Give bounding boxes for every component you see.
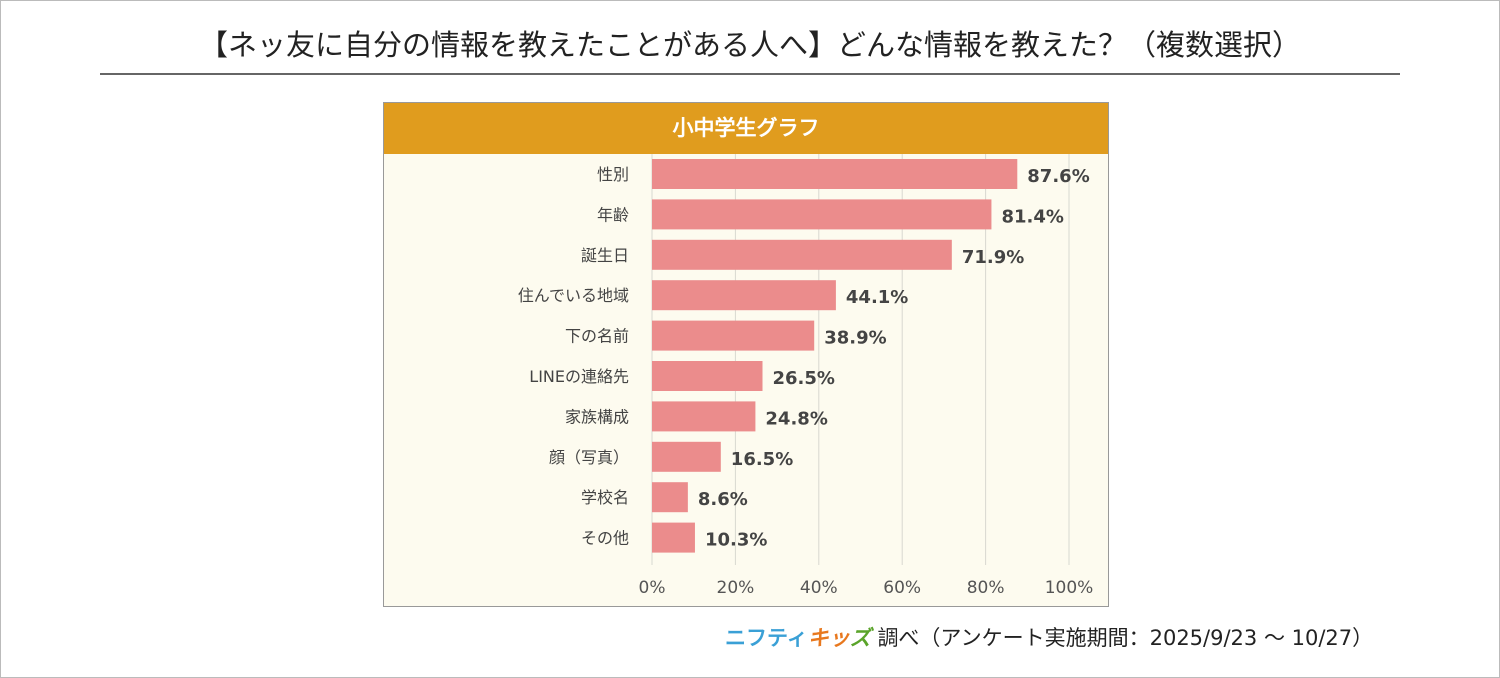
category-label: 年齢 bbox=[597, 205, 629, 224]
bar bbox=[652, 199, 992, 230]
data-label: 8.6% bbox=[698, 489, 748, 510]
survey-note: 調べ（アンケート実施期間：2025/9/23 ～ 10/27） bbox=[877, 626, 1374, 650]
bar bbox=[652, 280, 836, 311]
bar bbox=[652, 159, 1018, 189]
data-label: 16.5% bbox=[731, 449, 793, 470]
chart: 小中学生グラフ 0% 20% 40% 60% 80% 100% 性別 87.6% 年齢 81.4%… bbox=[383, 102, 1109, 607]
category-label: LINEの連絡先 bbox=[529, 367, 629, 386]
x-tick-label: 80% bbox=[967, 578, 1005, 598]
plot-area: 0% 20% 40% 60% 80% 100% 性別 87.6% 年齢 81.4% 誕生日 71.9%… bbox=[518, 154, 1094, 598]
category-label: その他 bbox=[581, 529, 629, 548]
data-label: 38.9% bbox=[824, 328, 886, 349]
data-label: 87.6% bbox=[1027, 166, 1089, 187]
x-tick-label: 20% bbox=[717, 578, 755, 598]
chart-title: 小中学生グラフ bbox=[384, 103, 1108, 154]
data-label: 44.1% bbox=[846, 287, 908, 308]
bar bbox=[652, 401, 756, 432]
data-label: 81.4% bbox=[1001, 206, 1063, 227]
category-label: 家族構成 bbox=[565, 407, 629, 426]
category-label: 住んでいる地域 bbox=[518, 286, 629, 305]
data-label: 26.5% bbox=[773, 368, 835, 389]
title-divider bbox=[100, 73, 1400, 75]
data-label: 71.9% bbox=[962, 247, 1024, 268]
bar bbox=[652, 239, 952, 270]
category-label: 下の名前 bbox=[565, 327, 629, 346]
category-label: 学校名 bbox=[581, 488, 629, 507]
page-title: 【ネッ友に自分の情報を教えたことがある人へ】どんな情報を教えた？（複数選択） bbox=[198, 28, 1301, 62]
data-label: 24.8% bbox=[765, 408, 827, 429]
data-label: 10.3% bbox=[705, 530, 767, 551]
bar bbox=[652, 522, 695, 553]
logo-kids: キッ bbox=[807, 626, 850, 650]
x-tick-label: 100% bbox=[1045, 578, 1094, 598]
category-label: 性別 bbox=[597, 165, 629, 184]
footer: ニフティキッズ 調べ（アンケート実施期間：2025/9/23 ～ 10/27） bbox=[725, 622, 1373, 652]
category-label: 誕生日 bbox=[581, 246, 629, 265]
bar bbox=[652, 441, 721, 472]
x-tick-label: 0% bbox=[639, 578, 666, 598]
bar bbox=[652, 361, 763, 391]
x-tick-label: 40% bbox=[800, 578, 838, 598]
bar bbox=[652, 482, 688, 513]
logo: ニフティ bbox=[725, 626, 808, 650]
x-tick-label: 60% bbox=[883, 578, 921, 598]
bar bbox=[652, 320, 815, 351]
category-label: 顔（写真） bbox=[549, 448, 629, 467]
logo-kids-end: ズ bbox=[849, 626, 871, 650]
